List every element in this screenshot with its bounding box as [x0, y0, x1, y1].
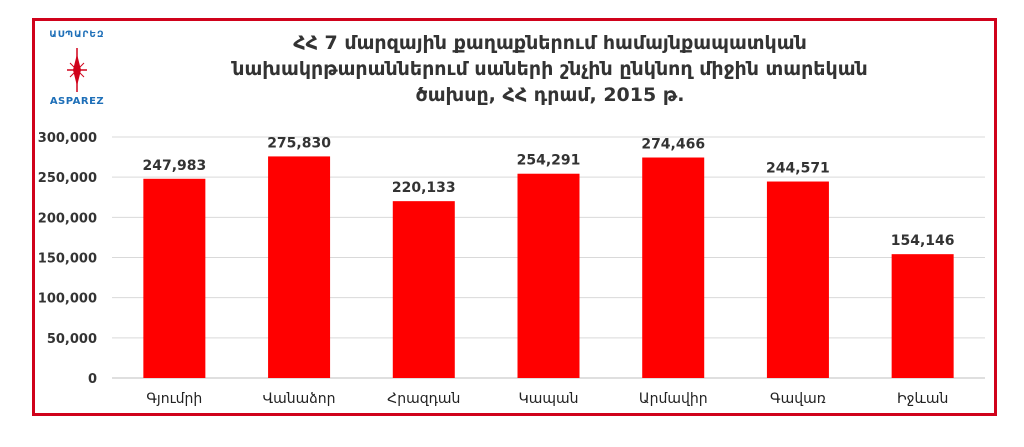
data-label: 244,571	[766, 161, 830, 177]
bar	[268, 156, 331, 378]
chart-title-line-1: ՀՀ 7 մարզային քաղաքներում համայնքապատկան	[293, 32, 807, 54]
data-label: 220,133	[392, 180, 456, 196]
y-axis-ticks: 0 50,000 100,000 150,000 200,000 250,000 300,0…	[38, 131, 97, 387]
chart-title-line-2: նախակրթարաններում սաների շնչին ընկնող մի…	[232, 58, 868, 80]
category-label: Կապան	[518, 391, 578, 407]
y-tick-label: 50,000	[47, 332, 97, 347]
logo-text-armenian: ԱՍՊԱՐԵԶ	[49, 30, 105, 40]
y-tick-label: 250,000	[38, 171, 97, 186]
chart-title-line-3: ծախսը, ՀՀ դրամ, 2015 թ.	[415, 84, 685, 106]
category-label: Գավառ	[770, 391, 826, 407]
data-labels: 247,983 275,830 220,133 254,291 274,466 244,5…	[142, 135, 954, 249]
category-label: Արմավիր	[639, 391, 708, 407]
data-label: 275,830	[267, 135, 331, 151]
logo-text-latin: ASPAREZ	[49, 96, 105, 107]
bar	[642, 157, 705, 378]
category-label: Գյումրի	[146, 391, 202, 407]
bar	[891, 254, 954, 378]
data-label: 247,983	[142, 158, 206, 174]
logo-mark-icon	[67, 48, 87, 92]
data-label: 254,291	[517, 153, 581, 169]
x-axis-categories: Գյումրի Վանաձոր Հրազդան Կապան Արմավիր Գավառ Իջ…	[146, 391, 948, 407]
data-label: 154,146	[891, 233, 955, 249]
data-label: 274,466	[641, 137, 705, 153]
chart-title: ՀՀ 7 մարզային քաղաքներում համայնքապատկան…	[150, 30, 950, 108]
bar	[143, 178, 206, 378]
y-tick-label: 0	[88, 372, 97, 387]
category-label: Հրազդան	[387, 391, 460, 407]
asparez-logo: ԱՍՊԱՐԵԶ ASPAREZ	[42, 30, 112, 115]
category-label: Իջևան	[897, 391, 948, 407]
y-tick-label: 100,000	[38, 292, 97, 307]
bars	[143, 156, 954, 378]
bar	[517, 173, 580, 378]
bar	[766, 181, 829, 378]
y-tick-label: 200,000	[38, 211, 97, 226]
category-label: Վանաձոր	[263, 391, 336, 407]
bar	[392, 201, 455, 378]
y-tick-label: 300,000	[38, 131, 97, 146]
y-tick-label: 150,000	[38, 252, 97, 267]
